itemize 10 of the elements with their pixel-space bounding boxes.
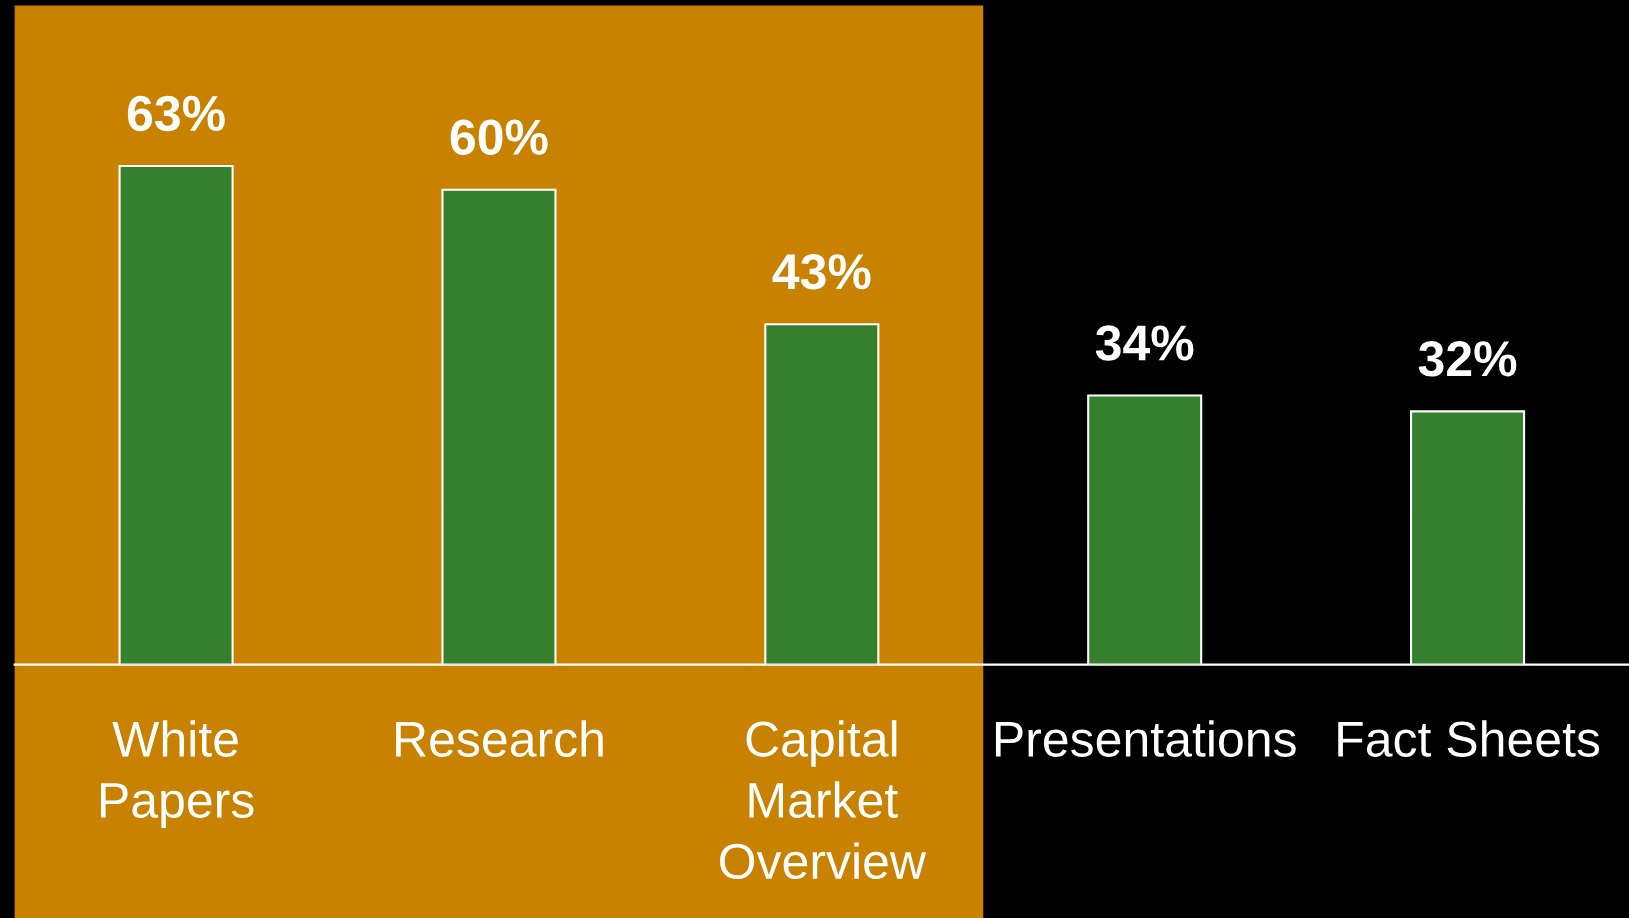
x-tick-label: Capital Market Overview	[720, 720, 927, 880]
x-tick-label: White Papers	[100, 720, 254, 828]
data-label: 34%	[1095, 325, 1194, 361]
x-tick-label: Fact Sheets	[1338, 720, 1600, 757]
data-label: 43%	[772, 254, 871, 290]
data-label: 32%	[1418, 341, 1517, 377]
x-tick-label: Research	[396, 720, 603, 757]
x-tick-label: Presentations	[995, 720, 1296, 757]
data-label: 60%	[450, 119, 548, 155]
data-label: 63%	[127, 95, 225, 132]
